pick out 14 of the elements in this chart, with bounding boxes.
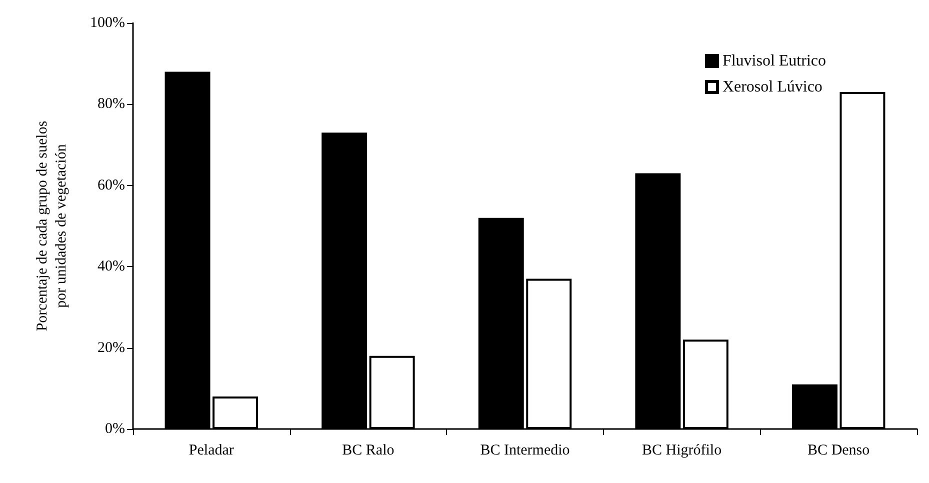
y-tick-label: 20%: [98, 340, 125, 356]
x-tick-label: BC Ralo: [342, 442, 394, 458]
y-tick-label: 0%: [105, 421, 125, 437]
legend-label: Fluvisol Eutrico: [722, 52, 826, 70]
y-tick-label: 80%: [98, 96, 125, 112]
x-tick-label: BC Intermedio: [480, 442, 570, 458]
x-tick-label: Peladar: [188, 442, 234, 458]
x-tick-label: BC Denso: [808, 442, 870, 458]
y-tick-label: 100%: [90, 15, 125, 31]
y-tick-label: 40%: [98, 258, 125, 275]
legend-label: Xerosol Lúvico: [722, 78, 822, 96]
x-tick-label: BC Higrófilo: [642, 442, 722, 458]
y-axis-title: Porcentaje de cada grupo de suelos por unidades de vegetación: [34, 120, 70, 332]
y-tick-label: 60%: [98, 177, 125, 194]
